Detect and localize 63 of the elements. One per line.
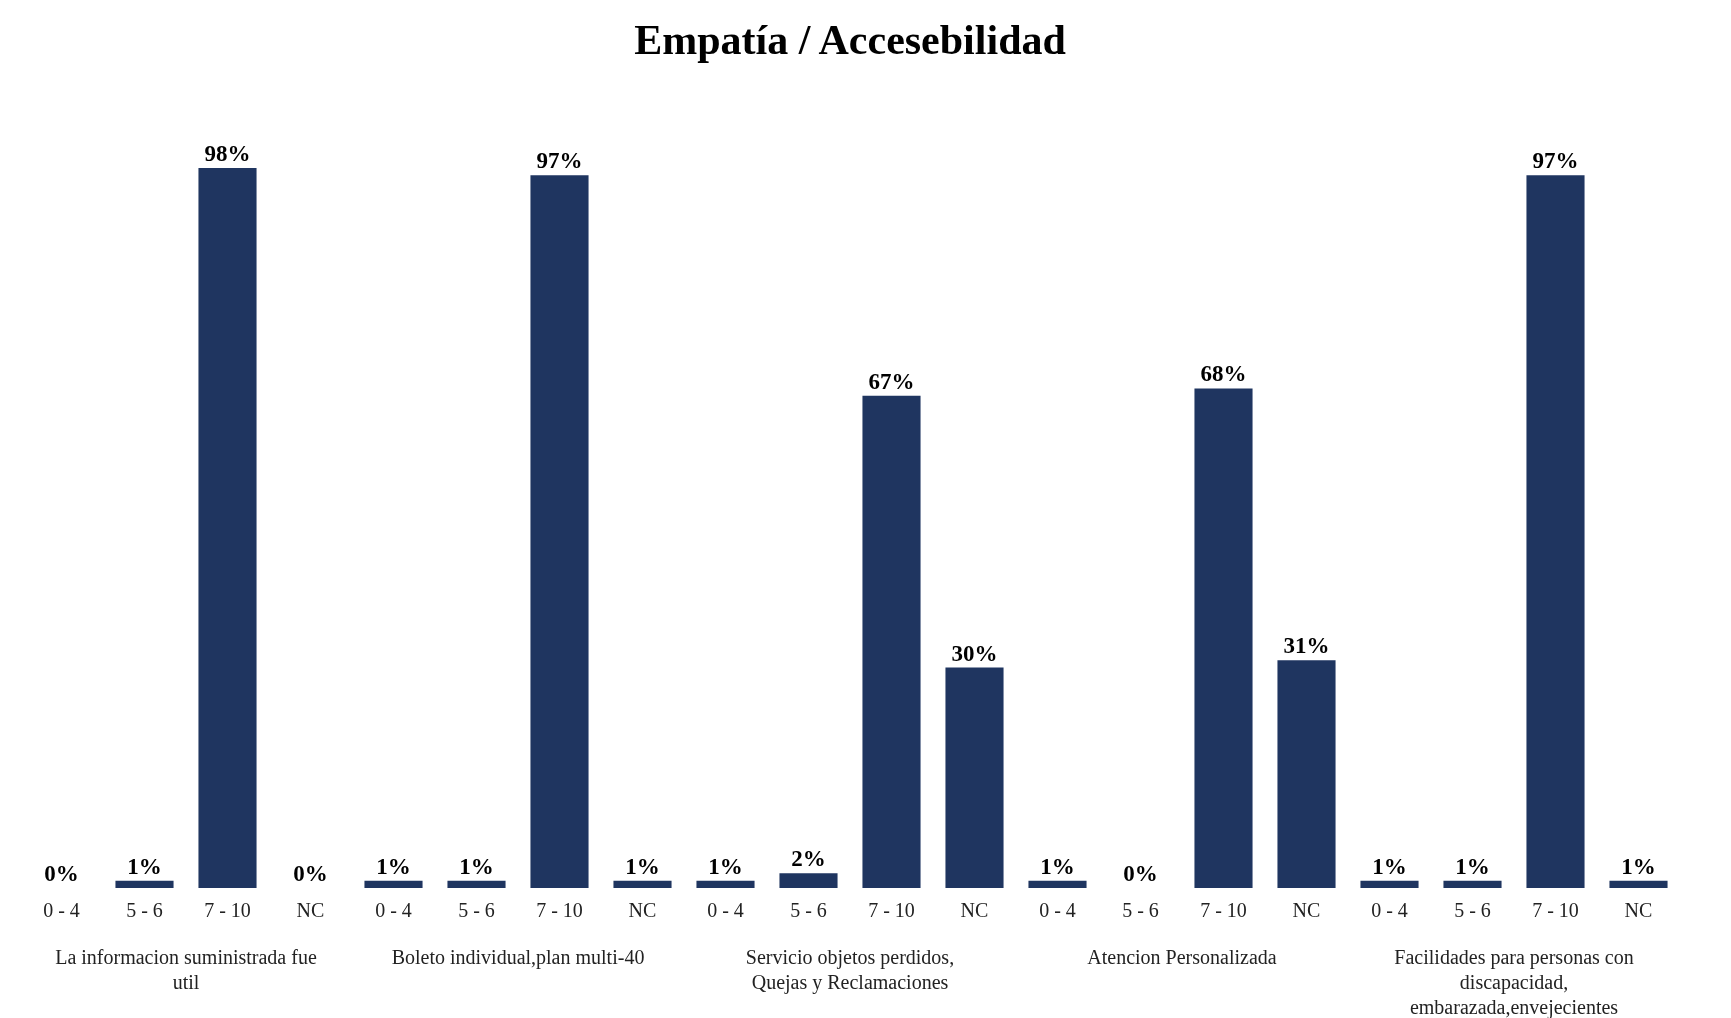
data-label: 30% [951,640,998,666]
data-label: 98% [204,141,251,166]
bar [364,880,423,888]
x-tick-label: 7 - 10 [1200,898,1247,921]
bar [1609,880,1668,888]
data-label: 1% [127,853,162,879]
bar [696,880,755,888]
data-label: 97% [1532,148,1579,174]
chart-title: Empatía / Accesebilidad [634,17,1066,63]
bar [447,880,506,888]
data-label: 2% [791,846,826,872]
x-tick-label: 7 - 10 [868,898,915,921]
data-label: 0% [44,861,79,886]
bar [530,175,589,888]
bar [862,395,921,888]
data-label: 1% [376,853,411,879]
data-label: 1% [1372,853,1407,879]
x-tick-label: NC [628,898,657,921]
data-label: 1% [1455,853,1490,879]
x-tick-label: 0 - 4 [1039,898,1076,921]
data-label: 1% [1621,853,1656,879]
data-label: 1% [708,853,743,879]
data-label: 68% [1200,361,1247,387]
data-label: 1% [1040,853,1075,879]
bar [1443,880,1502,888]
bar [779,873,838,888]
x-tick-label: 0 - 4 [707,898,744,921]
text: Servicio objetos perdidos, Quejas y Reclamaciones [745,946,955,994]
text: Atencion Personalizada [1087,946,1277,968]
bar [1028,880,1087,888]
x-tick-label: NC [296,898,325,921]
text: Facilidades para personas con discapacidad, embarazada,envejecientes [1394,946,1634,1018]
x-tick-label: NC [960,898,989,921]
data-label: 1% [459,853,494,879]
bar [1194,388,1253,888]
x-tick-label: 7 - 10 [1532,898,1579,921]
x-tick-label: 0 - 4 [43,898,80,921]
data-label: 0% [293,861,328,886]
data-label: 97% [536,148,583,174]
bar [1526,175,1585,888]
x-tick-label: 7 - 10 [204,898,251,921]
x-tick-label: 0 - 4 [375,898,412,921]
data-label: 0% [1123,861,1158,886]
data-label: 31% [1283,633,1330,659]
data-label: 1% [625,853,660,879]
x-tick-label: 0 - 4 [1371,898,1408,921]
x-tick-label: 5 - 6 [1454,898,1491,921]
x-tick-label: NC [1624,898,1653,921]
bar [1277,660,1336,888]
bar [115,880,174,888]
x-tick-label: 5 - 6 [790,898,827,921]
bar [613,880,672,888]
x-tick-label: 5 - 6 [458,898,495,921]
bar [1360,880,1419,888]
bar [198,168,257,888]
x-tick-label: NC [1292,898,1321,921]
x-tick-label: 5 - 6 [126,898,163,921]
x-tick-label: 7 - 10 [536,898,583,921]
data-label: 67% [868,368,915,394]
bar [945,667,1004,888]
text: La informacion suministrada fue util [55,946,317,993]
text: Boleto individual,plan multi-40 [391,946,645,969]
x-tick-label: 5 - 6 [1122,898,1159,921]
